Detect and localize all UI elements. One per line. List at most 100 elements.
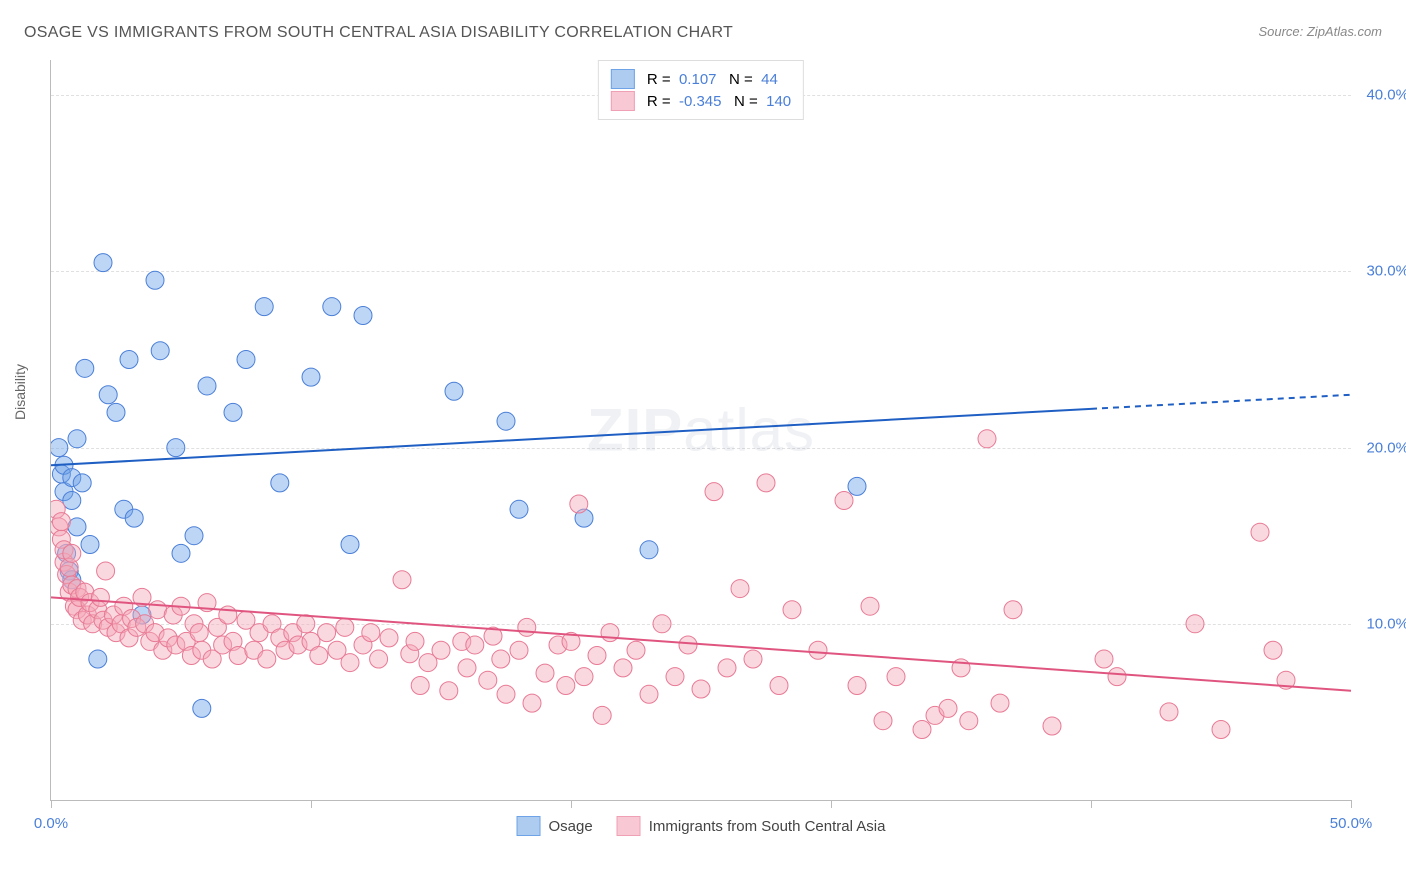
data-point	[835, 491, 853, 509]
data-point	[640, 541, 658, 559]
data-point	[76, 359, 94, 377]
data-point	[731, 580, 749, 598]
data-point	[1095, 650, 1113, 668]
data-point	[1264, 641, 1282, 659]
data-point	[198, 377, 216, 395]
scatter-plot-svg	[51, 60, 1351, 800]
data-point	[861, 597, 879, 615]
legend-label: Osage	[549, 818, 593, 835]
y-tick-label: 20.0%	[1366, 439, 1406, 456]
legend-swatch	[517, 816, 541, 836]
data-point	[510, 500, 528, 518]
data-point	[458, 659, 476, 677]
x-tick-mark	[311, 800, 312, 808]
data-point	[432, 641, 450, 659]
legend-swatch	[617, 816, 641, 836]
data-point	[151, 342, 169, 360]
data-point	[705, 483, 723, 501]
legend-item: Osage	[517, 816, 593, 836]
data-point	[68, 430, 86, 448]
data-point	[557, 676, 575, 694]
data-point	[1004, 601, 1022, 619]
data-point	[809, 641, 827, 659]
data-point	[125, 509, 143, 527]
legend-stat-row: R = 0.107 N = 44	[611, 69, 791, 89]
legend-swatch	[611, 69, 635, 89]
data-point	[718, 659, 736, 677]
x-tick-mark	[51, 800, 52, 808]
data-point	[323, 298, 341, 316]
x-tick-mark	[1351, 800, 1352, 808]
x-tick-label: 50.0%	[1330, 815, 1373, 832]
y-tick-label: 30.0%	[1366, 263, 1406, 280]
data-point	[336, 618, 354, 636]
data-point	[107, 403, 125, 421]
data-point	[874, 712, 892, 730]
data-point	[406, 632, 424, 650]
legend-stat-text: R = 0.107 N = 44	[647, 71, 778, 88]
data-point	[190, 624, 208, 642]
data-point	[445, 382, 463, 400]
x-tick-mark	[1091, 800, 1092, 808]
data-point	[172, 544, 190, 562]
legend-label: Immigrants from South Central Asia	[649, 818, 886, 835]
data-point	[523, 694, 541, 712]
data-point	[1251, 523, 1269, 541]
data-point	[91, 588, 109, 606]
data-point	[146, 271, 164, 289]
data-point	[614, 659, 632, 677]
data-point	[536, 664, 554, 682]
data-point	[271, 474, 289, 492]
legend-item: Immigrants from South Central Asia	[617, 816, 886, 836]
data-point	[52, 513, 70, 531]
data-point	[341, 654, 359, 672]
data-point	[497, 685, 515, 703]
trendline	[51, 597, 1351, 690]
legend-swatch	[611, 91, 635, 111]
data-point	[518, 618, 536, 636]
data-point	[237, 351, 255, 369]
data-point	[679, 636, 697, 654]
data-point	[99, 386, 117, 404]
data-point	[302, 368, 320, 386]
data-point	[991, 694, 1009, 712]
data-point	[81, 536, 99, 554]
data-point	[258, 650, 276, 668]
data-point	[757, 474, 775, 492]
y-tick-label: 40.0%	[1366, 87, 1406, 104]
data-point	[185, 527, 203, 545]
data-point	[640, 685, 658, 703]
x-tick-label: 0.0%	[34, 815, 68, 832]
data-point	[593, 706, 611, 724]
data-point	[310, 647, 328, 665]
data-point	[960, 712, 978, 730]
legend-stat-text: R = -0.345 N = 140	[647, 93, 791, 110]
data-point	[63, 544, 81, 562]
data-point	[939, 699, 957, 717]
chart-title: OSAGE VS IMMIGRANTS FROM SOUTH CENTRAL A…	[24, 24, 733, 42]
data-point	[783, 601, 801, 619]
data-point	[362, 624, 380, 642]
data-point	[1212, 721, 1230, 739]
data-point	[1043, 717, 1061, 735]
data-point	[653, 615, 671, 633]
trendline	[51, 409, 1091, 465]
data-point	[887, 668, 905, 686]
data-point	[913, 721, 931, 739]
data-point	[63, 491, 81, 509]
y-tick-label: 10.0%	[1366, 615, 1406, 632]
data-point	[666, 668, 684, 686]
data-point	[318, 624, 336, 642]
data-point	[848, 676, 866, 694]
data-point	[570, 495, 588, 513]
data-point	[1108, 668, 1126, 686]
data-point	[97, 562, 115, 580]
data-point	[370, 650, 388, 668]
data-point	[393, 571, 411, 589]
source-attribution: Source: ZipAtlas.com	[1258, 24, 1382, 39]
series-legend: Osage Immigrants from South Central Asia	[517, 816, 886, 836]
data-point	[492, 650, 510, 668]
data-point	[1186, 615, 1204, 633]
data-point	[440, 682, 458, 700]
data-point	[224, 403, 242, 421]
